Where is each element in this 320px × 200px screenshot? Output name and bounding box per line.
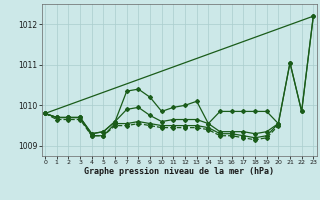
X-axis label: Graphe pression niveau de la mer (hPa): Graphe pression niveau de la mer (hPa) — [84, 167, 274, 176]
